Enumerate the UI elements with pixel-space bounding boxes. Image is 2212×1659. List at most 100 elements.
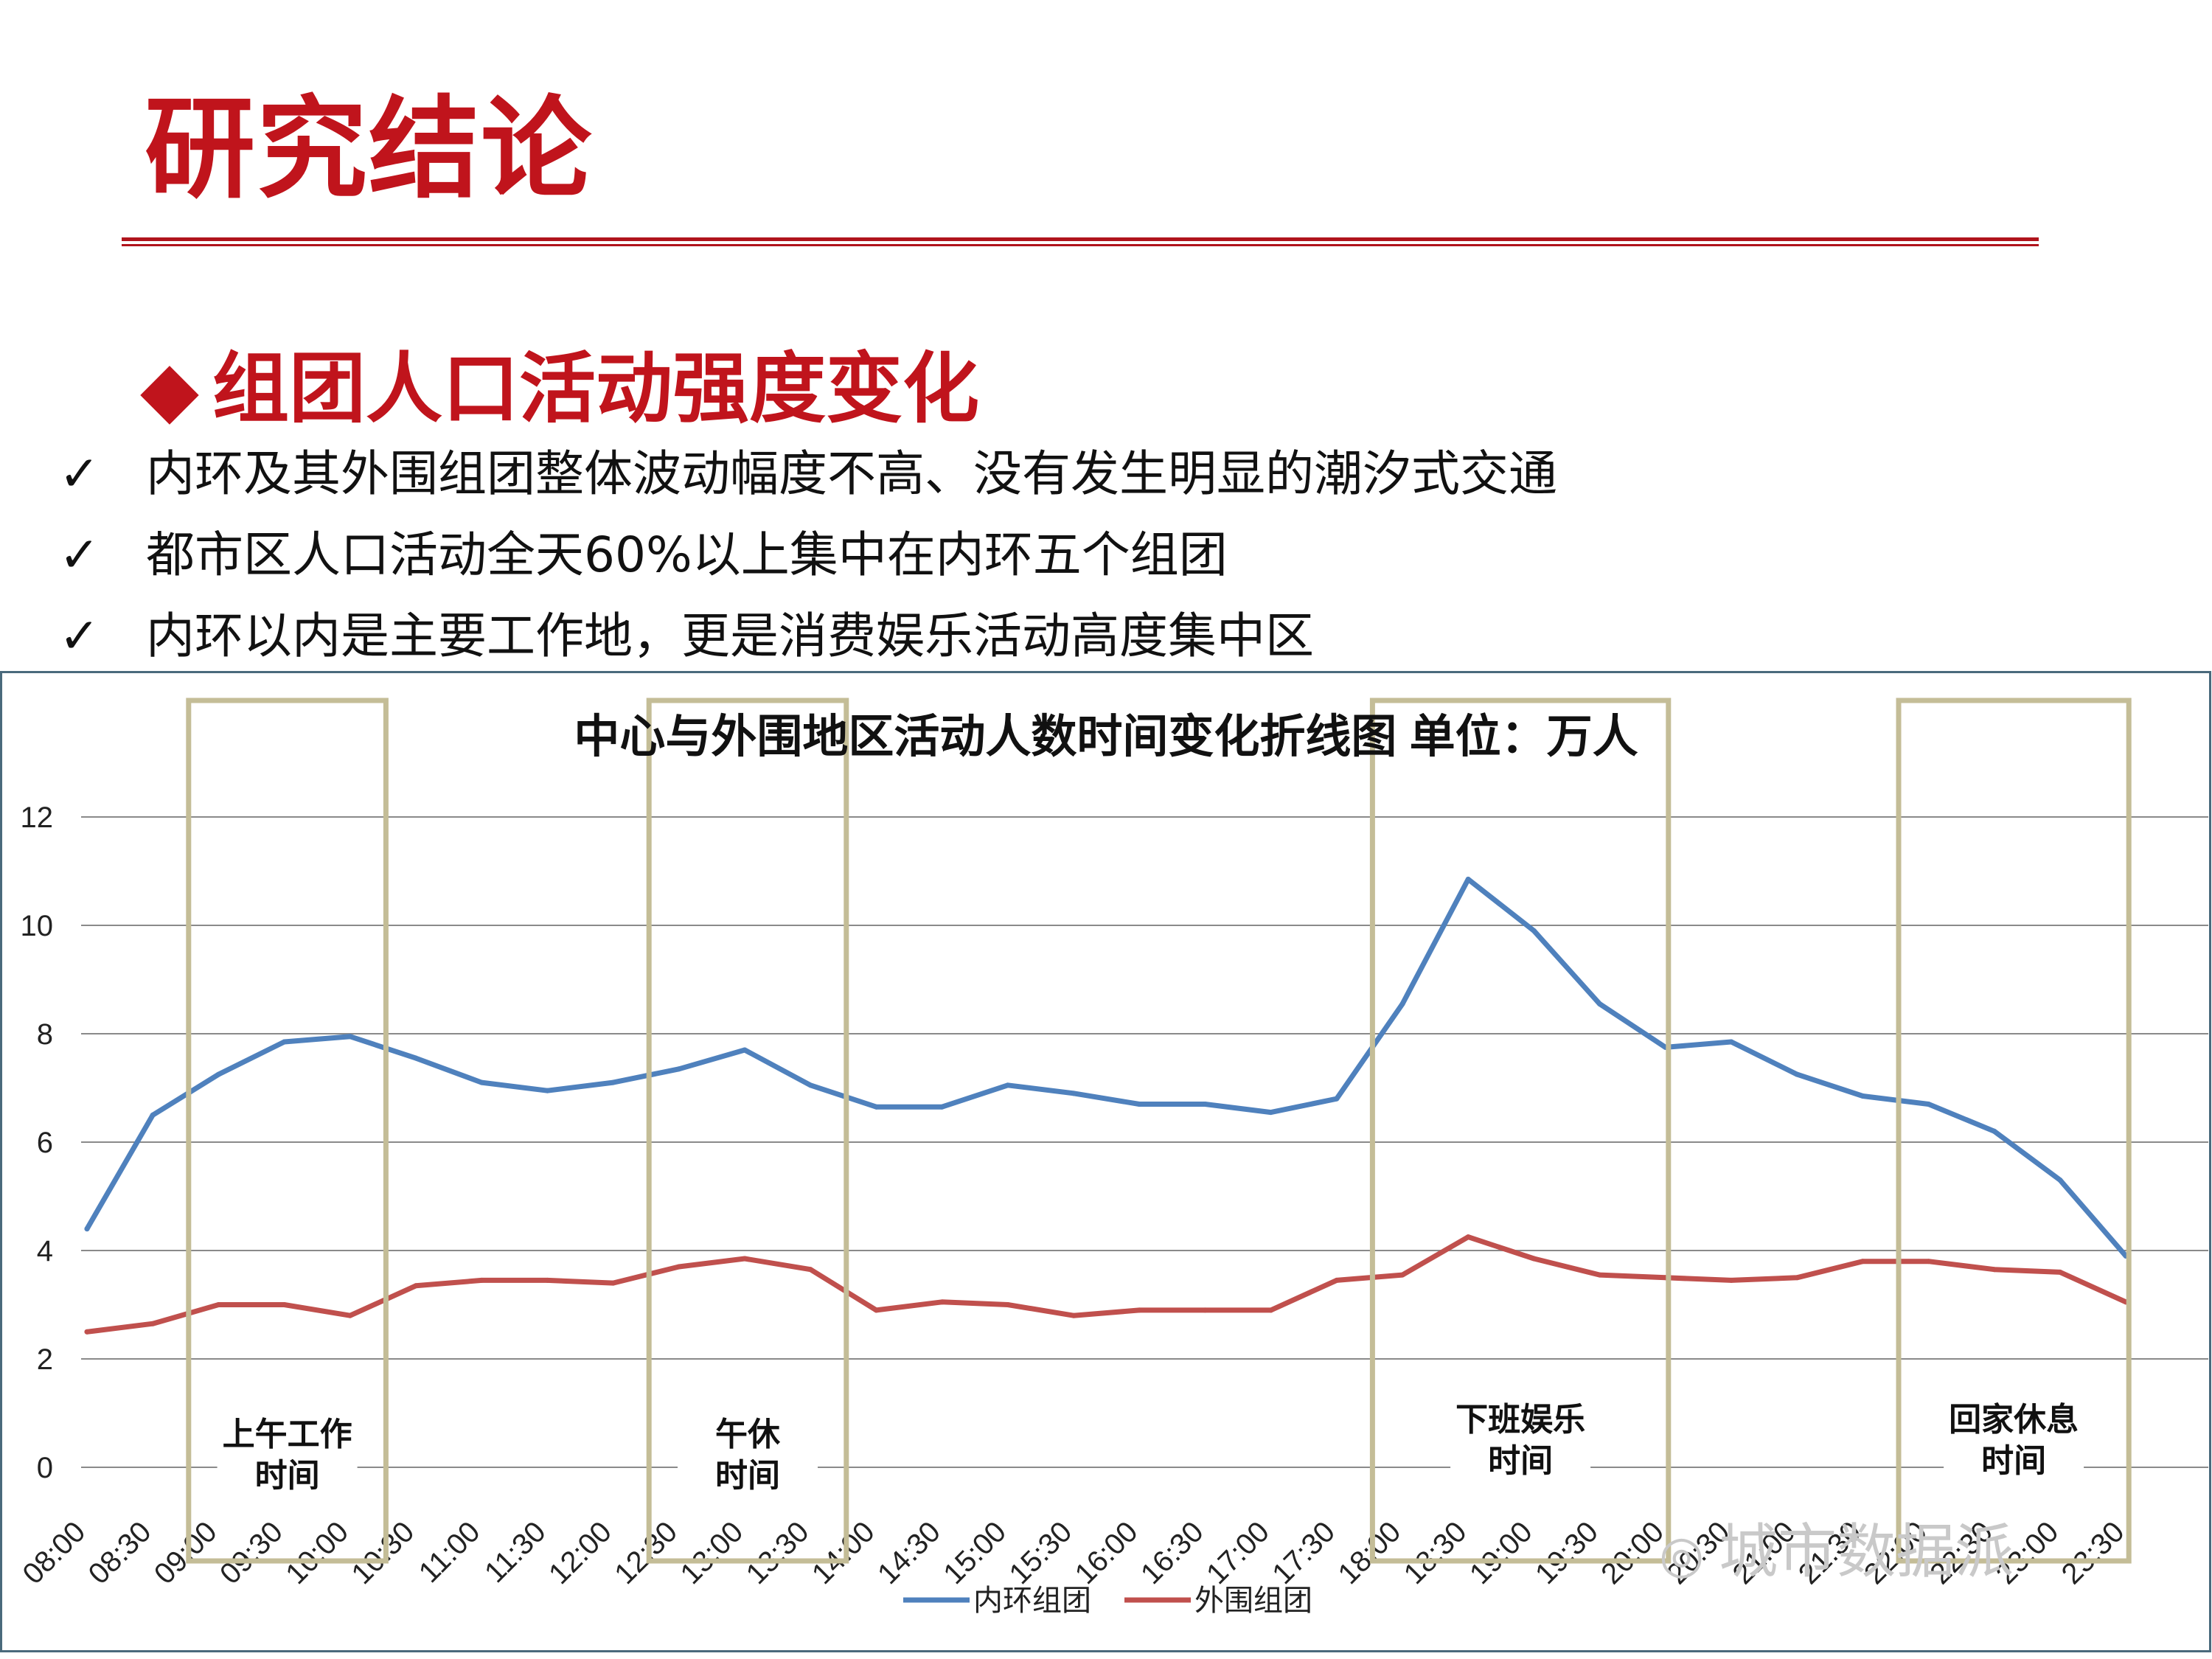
check-icon: ✓: [59, 608, 100, 664]
y-tick-label: 4: [37, 1235, 53, 1267]
data-point: [1399, 1001, 1405, 1007]
data-point: [1728, 1039, 1734, 1045]
data-point: [1992, 1128, 1997, 1134]
chart-border: [0, 671, 2211, 1652]
watermark-text: 城市数据派: [1719, 1517, 2014, 1586]
data-point: [1202, 1102, 1208, 1107]
data-point: [282, 1302, 288, 1307]
y-tick-label: 6: [37, 1127, 53, 1159]
data-point: [479, 1277, 484, 1283]
bullet-item-1: ✓ 内环及其外围组团整体波动幅度不高、没有发生明显的潮汐式交通: [59, 450, 1557, 498]
data-point: [611, 1280, 616, 1286]
data-point: [807, 1267, 813, 1273]
series-points-1: [84, 877, 2129, 1259]
y-tick-label: 2: [37, 1343, 53, 1376]
highlight-label-line1: 下班娱乐: [1455, 1402, 1585, 1438]
data-point: [413, 1055, 419, 1061]
y-tick-label: 8: [37, 1018, 53, 1051]
data-point: [1926, 1102, 1932, 1107]
legend-label: 内环组团: [973, 1585, 1091, 1617]
bullet-item-2: ✓ 都市区人口活动全天60%以上集中在内环五个组团: [59, 531, 1228, 580]
data-point: [676, 1264, 682, 1270]
data-point: [1926, 1259, 1932, 1265]
data-point: [347, 1312, 353, 1318]
highlight-label-line1: 午休: [715, 1416, 781, 1453]
data-point: [150, 1112, 156, 1118]
series-lines: [84, 877, 2129, 1335]
watermark: ◎ 城市数据派: [1659, 1504, 2014, 1590]
highlight-label-bg: [678, 1408, 818, 1519]
title-rule-top: [122, 237, 2039, 241]
data-point: [1136, 1102, 1142, 1107]
data-point: [1334, 1277, 1340, 1283]
data-point: [1334, 1096, 1340, 1102]
data-point: [413, 1283, 419, 1289]
data-point: [939, 1299, 945, 1305]
data-point: [1202, 1307, 1208, 1313]
data-point: [1005, 1082, 1011, 1088]
data-point: [1071, 1091, 1077, 1096]
data-point: [215, 1302, 221, 1307]
data-point: [84, 1329, 90, 1335]
data-point: [1597, 1272, 1603, 1278]
highlight-label-line2: 时间: [1488, 1443, 1553, 1479]
y-tick-label: 10: [21, 910, 54, 942]
data-point: [1860, 1093, 1865, 1099]
data-point: [611, 1079, 616, 1085]
data-point: [1794, 1275, 1800, 1281]
data-point: [939, 1104, 945, 1110]
y-tick-label: 12: [21, 801, 54, 834]
legend-label: 外围组团: [1194, 1585, 1312, 1617]
data-point: [1597, 1001, 1603, 1007]
data-point: [1860, 1259, 1865, 1265]
data-point: [742, 1256, 748, 1262]
data-point: [807, 1082, 813, 1088]
bullet-text: 内环及其外围组团整体波动幅度不高、没有发生明显的潮汐式交通: [146, 445, 1557, 502]
data-point: [1992, 1267, 1997, 1273]
data-point: [544, 1088, 550, 1093]
data-point: [1794, 1071, 1800, 1077]
diamond-icon: ◆: [140, 344, 199, 434]
bullet-text: 内环以内是主要工作地，更是消费娱乐活动高度集中区: [146, 608, 1314, 664]
bullet-text: 都市区人口活动全天60%以上集中在内环五个组团: [146, 526, 1228, 583]
highlight-label-line1: 回家休息: [1949, 1402, 2079, 1438]
highlight-label-bg: [1944, 1408, 2084, 1519]
section-heading: ◆ 组团人口活动强度变化: [140, 347, 979, 431]
data-point: [84, 1226, 90, 1232]
data-point: [1268, 1110, 1274, 1116]
y-tick-label: 0: [37, 1452, 53, 1484]
data-point: [676, 1066, 682, 1072]
data-point: [347, 1034, 353, 1040]
data-point: [873, 1104, 879, 1110]
chart-title: 中心与外围地区活动人数时间变化折线图 单位：万人: [574, 712, 1638, 762]
data-point: [544, 1277, 550, 1283]
data-point: [1465, 877, 1471, 883]
section-heading-text: 组团人口活动强度变化: [212, 344, 979, 434]
wechat-icon: ◎: [1659, 1524, 1705, 1585]
data-point: [873, 1307, 879, 1313]
data-point: [1005, 1302, 1011, 1307]
bullet-item-3: ✓ 内环以内是主要工作地，更是消费娱乐活动高度集中区: [59, 612, 1314, 661]
data-point: [1071, 1312, 1077, 1318]
highlight-label-line1: 上午工作: [223, 1416, 352, 1453]
highlight-label-line2: 时间: [715, 1458, 780, 1494]
series-line-2: [84, 1234, 2129, 1335]
data-point: [282, 1039, 288, 1045]
data-point: [1531, 1256, 1537, 1262]
grid-lines: [81, 816, 2208, 1468]
highlight-label-line2: 时间: [1981, 1443, 2046, 1479]
slide-title: 研究结论: [145, 86, 594, 214]
data-point: [479, 1079, 484, 1085]
data-point: [742, 1047, 748, 1053]
title-rule-bottom: [122, 244, 2039, 246]
highlight-box: [186, 698, 389, 1564]
data-point: [1136, 1307, 1142, 1313]
data-point: [1531, 928, 1537, 933]
series-line-1: [84, 877, 2129, 1259]
